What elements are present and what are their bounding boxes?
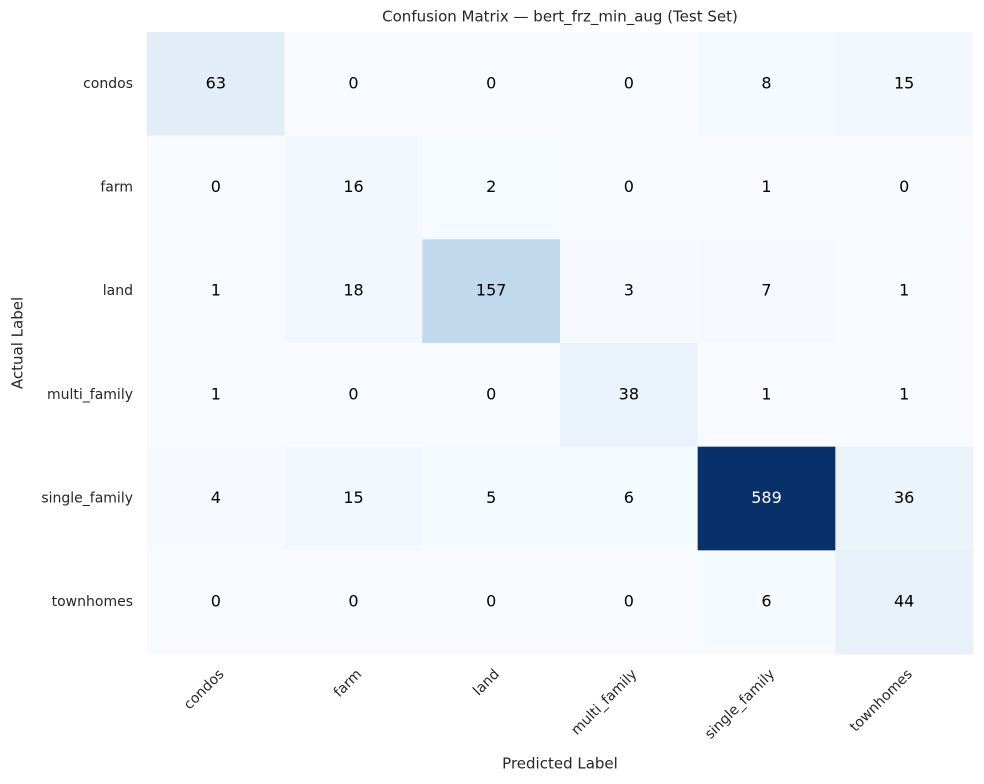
cell-label: 3 xyxy=(624,281,634,300)
x-axis-label: Predicted Label xyxy=(502,755,618,773)
cell-label: 8 xyxy=(761,73,771,92)
cell-label: 44 xyxy=(894,592,914,611)
y-tick-label: single_family xyxy=(41,491,133,507)
heatmap-cell xyxy=(835,135,974,240)
y-tick-label: multi_family xyxy=(47,387,133,403)
heatmap-cell xyxy=(560,446,699,551)
cell-label: 1 xyxy=(761,177,771,196)
heatmap-cell xyxy=(147,135,286,240)
heatmap-cell xyxy=(284,135,423,240)
heatmap-cell xyxy=(284,343,423,448)
cell-label: 0 xyxy=(899,177,909,196)
heatmap-cell xyxy=(422,239,561,344)
y-tick-label: townhomes xyxy=(52,594,133,610)
heatmap-cell xyxy=(147,32,286,137)
cell-label: 7 xyxy=(761,281,771,300)
heatmap-cell xyxy=(697,550,836,655)
cell-label: 18 xyxy=(343,281,363,300)
heatmap-cell xyxy=(697,239,836,344)
cell-label: 0 xyxy=(624,592,634,611)
x-tick-label: farm xyxy=(331,666,365,700)
heatmap-cell xyxy=(560,135,699,240)
heatmap-cell xyxy=(422,446,561,551)
cell-label: 0 xyxy=(486,73,496,92)
heatmap-cell xyxy=(560,343,699,448)
cell-label: 1 xyxy=(211,281,221,300)
heatmap-cell xyxy=(284,239,423,344)
heatmap-cell xyxy=(422,32,561,137)
heatmap-cell xyxy=(147,239,286,344)
x-tick-label: single_family xyxy=(702,666,778,742)
heatmap-cell xyxy=(284,32,423,137)
heatmap-cell xyxy=(697,446,836,551)
heatmap-cell xyxy=(422,135,561,240)
cell-label: 38 xyxy=(619,384,639,403)
cell-label: 36 xyxy=(894,488,914,507)
heatmap-cell xyxy=(284,446,423,551)
cell-label: 0 xyxy=(348,73,358,92)
heatmap-cell xyxy=(147,343,286,448)
x-tick-label: land xyxy=(470,666,503,699)
y-axis-label: Actual Label xyxy=(9,297,27,389)
cell-label: 15 xyxy=(894,73,914,92)
cell-label: 4 xyxy=(211,488,221,507)
cell-label: 0 xyxy=(624,73,634,92)
cell-label: 0 xyxy=(486,592,496,611)
heatmap-cell xyxy=(835,446,974,551)
heatmap-cell xyxy=(835,550,974,655)
cell-label: 1 xyxy=(761,384,771,403)
heatmap-cell xyxy=(560,550,699,655)
heatmap-cell xyxy=(422,343,561,448)
chart-title: Confusion Matrix — bert_frz_min_aug (Tes… xyxy=(382,8,738,27)
cell-label: 0 xyxy=(624,177,634,196)
cell-label: 16 xyxy=(343,177,363,196)
y-tick-label: farm xyxy=(100,180,133,196)
cell-label: 1 xyxy=(211,384,221,403)
x-tick-label: condos xyxy=(181,666,228,713)
cell-label: 15 xyxy=(343,488,363,507)
cell-label: 0 xyxy=(211,592,221,611)
heatmap-cell xyxy=(560,32,699,137)
heatmap-cell xyxy=(422,550,561,655)
cell-label: 0 xyxy=(348,592,358,611)
cell-label: 5 xyxy=(486,488,496,507)
cell-label: 2 xyxy=(486,177,496,196)
heatmap-cell xyxy=(284,550,423,655)
heatmap-cell xyxy=(697,135,836,240)
heatmap-cell xyxy=(697,343,836,448)
heatmap-cell xyxy=(697,32,836,137)
cell-label: 0 xyxy=(486,384,496,403)
cell-label: 63 xyxy=(206,73,226,92)
heatmap-cell xyxy=(147,446,286,551)
heatmap-cell xyxy=(835,32,974,137)
cell-label: 157 xyxy=(476,281,507,300)
x-tick-label: multi_family xyxy=(568,666,640,738)
cell-label: 6 xyxy=(761,592,771,611)
heatmap-cell xyxy=(835,343,974,448)
cell-label: 1 xyxy=(899,384,909,403)
cell-label: 6 xyxy=(624,488,634,507)
cell-label: 1 xyxy=(899,281,909,300)
heatmap-cell xyxy=(835,239,974,344)
cell-label: 589 xyxy=(751,488,782,507)
heatmap-cell xyxy=(560,239,699,344)
y-tick-label: land xyxy=(103,283,133,299)
cell-label: 0 xyxy=(211,177,221,196)
cell-label: 0 xyxy=(348,384,358,403)
heatmap-cell xyxy=(147,550,286,655)
y-tick-label: condos xyxy=(83,76,133,92)
x-tick-label: townhomes xyxy=(847,666,916,735)
